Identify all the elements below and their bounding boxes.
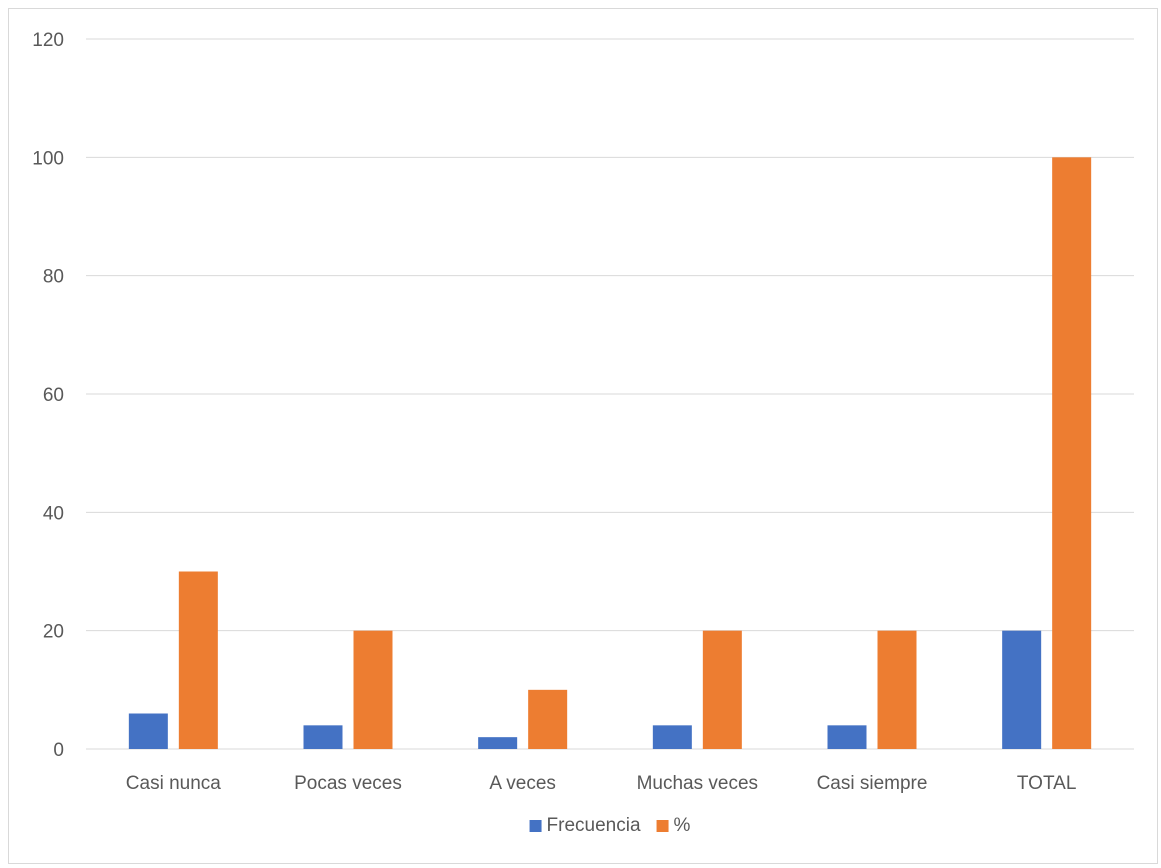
bar-frecuencia [652, 725, 692, 749]
y-tick-label: 0 [53, 740, 64, 761]
legend-item-frecuencia: Frecuencia [529, 815, 641, 836]
x-category-label: TOTAL [1017, 773, 1076, 794]
bar-percent [877, 630, 917, 749]
bar-percent [702, 630, 742, 749]
legend-label: % [674, 815, 691, 836]
legend-swatch [529, 820, 542, 832]
x-axis-category-labels: Casi nunca Pocas veces A veces Muchas veces… [126, 773, 1077, 794]
y-tick-label: 120 [32, 30, 64, 51]
x-category-label: Casi nunca [126, 773, 221, 794]
y-tick-label: 100 [32, 148, 64, 169]
y-tick-label: 20 [43, 622, 64, 643]
legend-item-percent: % [656, 815, 691, 836]
bar-frecuencia [478, 737, 518, 749]
x-category-label: A veces [489, 773, 556, 794]
bar-percent [178, 571, 218, 749]
bar-chart: 0 20 40 60 80 100 120 Casi nunca Pocas veces A v… [32, 30, 1134, 836]
bar-percent [528, 689, 568, 749]
legend-swatch [656, 820, 669, 832]
y-tick-label: 40 [43, 503, 64, 524]
x-category-label: Pocas veces [294, 773, 402, 794]
bar-percent [353, 630, 393, 749]
bars [128, 157, 1092, 750]
bar-frecuencia [1002, 630, 1042, 749]
y-tick-label: 60 [43, 385, 64, 406]
x-category-label: Muchas veces [637, 773, 758, 794]
bar-frecuencia [827, 725, 867, 749]
bar-percent [1052, 157, 1092, 750]
bar-frecuencia [303, 725, 343, 749]
chart-area: 0 20 40 60 80 100 120 Casi nunca Pocas veces A v… [8, 8, 1158, 864]
legend-label: Frecuencia [547, 815, 641, 836]
gridlines [86, 38, 1134, 750]
y-axis-tick-labels: 0 20 40 60 80 100 120 [32, 30, 64, 761]
x-category-label: Casi siempre [817, 773, 928, 794]
bar-frecuencia [128, 713, 168, 749]
y-tick-label: 80 [43, 267, 64, 288]
legend: Frecuencia% [529, 815, 691, 836]
